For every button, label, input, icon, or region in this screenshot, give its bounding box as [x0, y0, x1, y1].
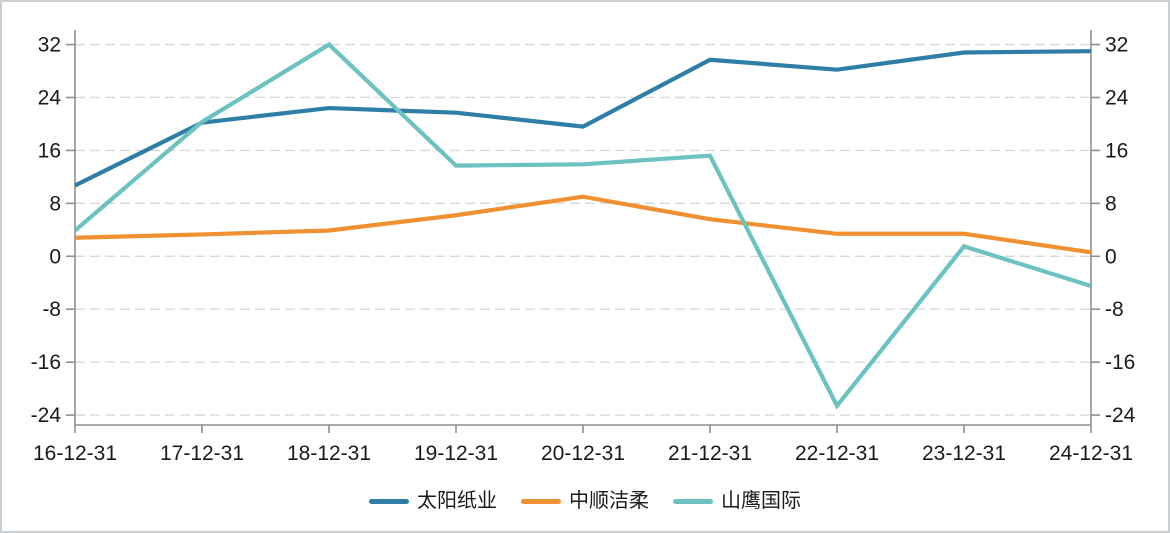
x-tick-label: 17-12-31: [160, 442, 244, 465]
y-tick-label-right: 32: [1105, 34, 1128, 57]
series-line-2: [74, 194, 1092, 255]
legend-swatch: [369, 498, 409, 504]
x-tick-label: 18-12-31: [287, 442, 371, 465]
x-tick-label: 21-12-31: [668, 442, 752, 465]
x-tick-label: 16-12-31: [33, 442, 117, 465]
series-line-1: [74, 49, 1092, 188]
legend-item[interactable]: 太阳纸业: [369, 489, 497, 513]
y-tick-label-left: 0: [49, 245, 61, 268]
legend-swatch: [521, 498, 561, 504]
legend: 太阳纸业 中顺洁柔 山鹰国际: [0, 489, 1170, 513]
y-tick-label-right: 16: [1105, 139, 1128, 162]
y-tick-label-left: 8: [49, 192, 61, 215]
y-tick-label-left: -8: [42, 298, 61, 321]
y-tick-label-left: -24: [31, 404, 62, 427]
legend-swatch: [673, 498, 713, 504]
x-tick-label: 23-12-31: [922, 442, 1006, 465]
y-tick-label-left: 16: [38, 139, 61, 162]
legend-label: 中顺洁柔: [569, 490, 649, 512]
y-tick-label-left: 32: [38, 34, 61, 57]
legend-item[interactable]: 中顺洁柔: [521, 489, 649, 513]
y-tick-label-right: 0: [1105, 245, 1117, 268]
x-tick-label: 20-12-31: [541, 442, 625, 465]
legend-label: 山鹰国际: [721, 490, 801, 512]
y-tick-label-right: 24: [1105, 86, 1129, 109]
x-tick-label: 22-12-31: [795, 442, 879, 465]
y-tick-label-left: -16: [31, 351, 61, 374]
legend-item[interactable]: 山鹰国际: [673, 489, 801, 513]
x-tick-label: 24-12-31: [1049, 442, 1133, 465]
x-tick-label: 19-12-31: [414, 442, 498, 465]
y-tick-label-right: -16: [1105, 351, 1135, 374]
y-tick-label-left: 24: [38, 86, 62, 109]
legend-label: 太阳纸业: [417, 490, 497, 512]
y-tick-label-right: 8: [1105, 192, 1117, 215]
y-tick-label-right: -24: [1105, 404, 1136, 427]
y-tick-label-right: -8: [1105, 298, 1124, 321]
series-line-3: [73, 41, 1092, 410]
